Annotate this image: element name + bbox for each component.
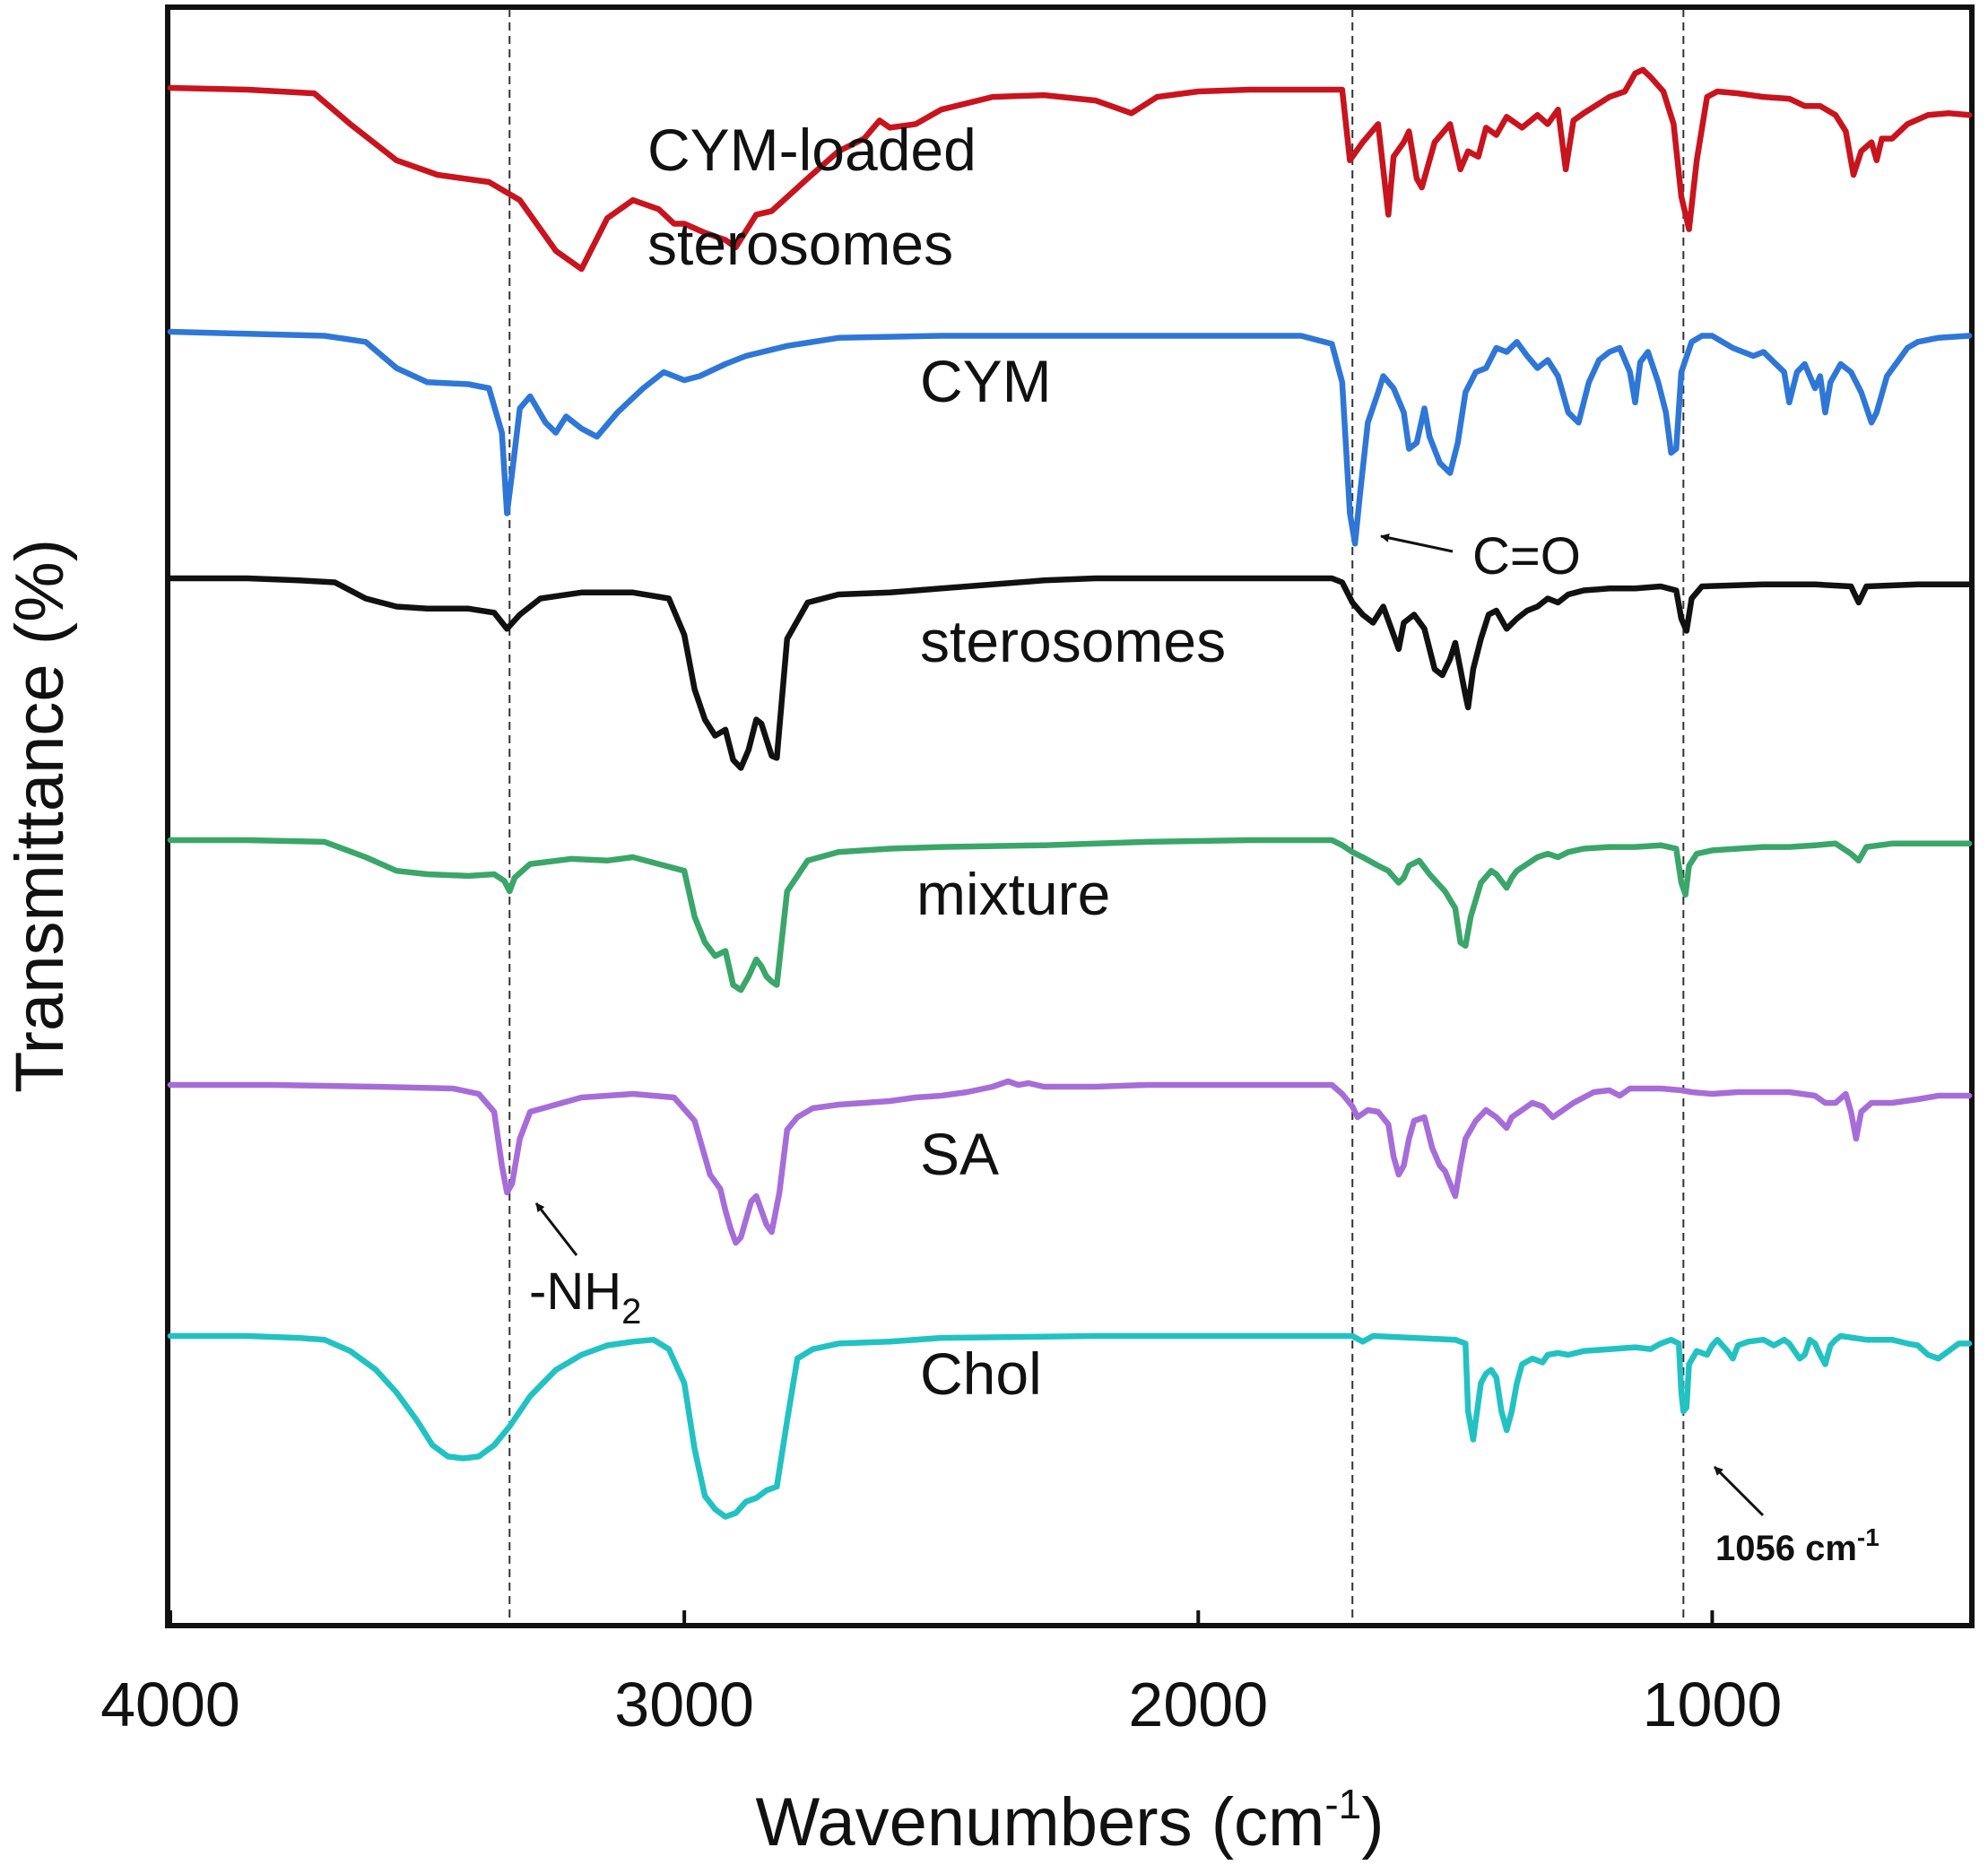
- series-label-sa: SA: [920, 1121, 999, 1187]
- annotation-label-co: C=O: [1472, 527, 1581, 586]
- series-line-mixture: [167, 837, 1973, 993]
- series-label-sterosomes: sterosomes: [920, 608, 1226, 674]
- series-line-cym: [167, 328, 1973, 547]
- series-label-mixture: mixture: [916, 861, 1110, 927]
- x-tick-label-4000: 4000: [100, 1670, 240, 1739]
- reference-lines: [508, 9, 1685, 1623]
- series-label-cym-loaded-sterosomes-line-2: sterosomes: [647, 211, 953, 277]
- annotation-arrow-nh2: [534, 1202, 578, 1256]
- annotation-peak1056: 1056 cm-1: [1713, 1465, 1879, 1568]
- series-line-cym-loaded-sterosomes: [167, 66, 1973, 273]
- series-line-sa: [167, 1078, 1973, 1246]
- x-axis-title: Wavenumbers (cm-1): [755, 1781, 1384, 1861]
- annotation-arrow-peak1056: [1713, 1465, 1765, 1517]
- series-line-chol: [167, 1332, 1973, 1520]
- x-axis-ticks: 4000 3000 2000 1000: [100, 1610, 1782, 1739]
- annotation-label-nh2: -NH2: [529, 1262, 641, 1332]
- x-tick-label-1000: 1000: [1643, 1670, 1783, 1739]
- annotation-arrow-co: [1380, 533, 1454, 553]
- annotations: C=O -NH2 1056 cm-1: [529, 527, 1879, 1568]
- plot-frame: [165, 4, 1975, 1628]
- x-tick-label-3000: 3000: [614, 1670, 754, 1739]
- series-label-cym-loaded-sterosomes-line-1: CYM-loaded: [647, 117, 977, 183]
- series-label-cym: CYM: [920, 348, 1052, 414]
- y-axis-title: Transmittance (%): [2, 539, 78, 1093]
- x-tick-label-2000: 2000: [1128, 1670, 1268, 1739]
- series-line-sterosomes: [167, 575, 1973, 771]
- series-labels: CYM-loaded sterosomes CYM sterosomes mixture…: [647, 117, 1226, 1407]
- series-label-chol: Chol: [920, 1340, 1042, 1407]
- annotation-nh2: -NH2: [529, 1202, 641, 1332]
- annotation-label-peak1056: 1056 cm-1: [1715, 1523, 1879, 1568]
- spectra-series: [167, 66, 1973, 1520]
- annotation-co: C=O: [1380, 527, 1581, 586]
